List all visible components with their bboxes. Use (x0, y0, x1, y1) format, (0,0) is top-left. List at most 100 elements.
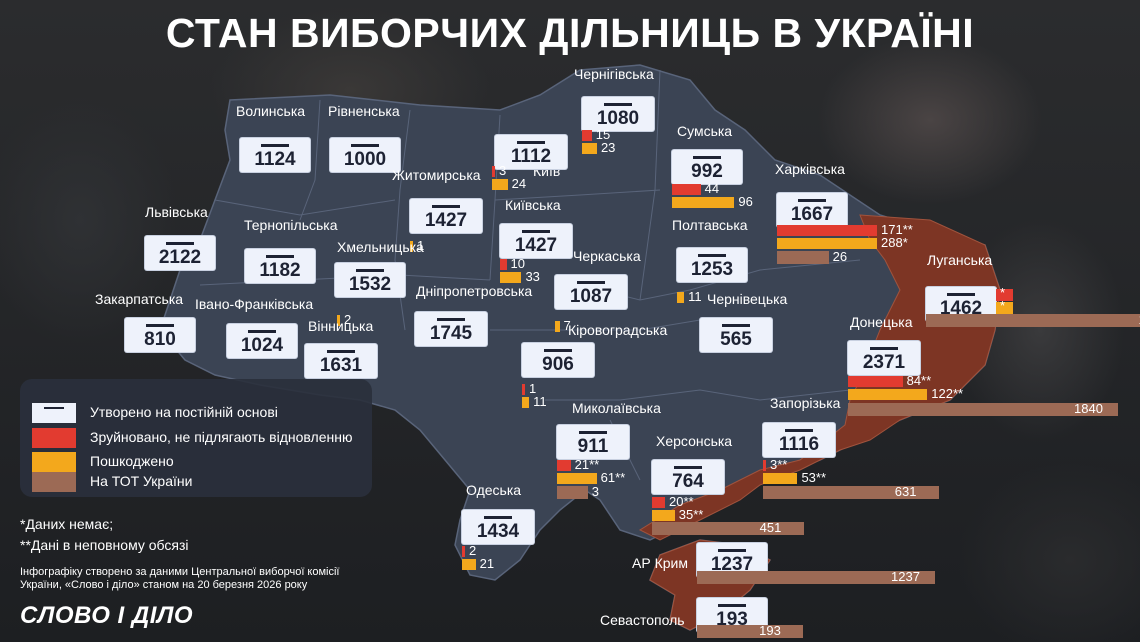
damaged-bar (582, 143, 597, 154)
destroyed-value: 21** (574, 457, 600, 472)
region-name: Запорізька (770, 395, 841, 411)
region-name: Хмельницька (337, 239, 424, 255)
ballot-box-total: 1080 (582, 97, 654, 131)
destroyed-bar (492, 166, 495, 177)
tot-bar (652, 522, 804, 535)
destroyed-value: 1 (529, 381, 537, 396)
ballot-box-total: 1000 (330, 138, 400, 172)
source-note: Інфографіку створено за даними Центральн… (20, 566, 340, 591)
destroyed-bar (652, 497, 665, 508)
region-name: Закарпатська (95, 291, 184, 307)
destroyed-value: 15 (595, 127, 611, 142)
destroyed-value: 44 (704, 181, 720, 196)
damaged-value: 2 (344, 312, 352, 327)
region-name: Київська (505, 197, 561, 213)
region-name: Кіровоградська (568, 322, 668, 338)
ballot-box-total: 1667 (777, 193, 847, 227)
ballot-box-total: 992 (672, 150, 742, 184)
damaged-value: 1 (417, 238, 425, 253)
region-name: Тернопільська (244, 217, 338, 233)
ballot-box-total: 764 (652, 460, 724, 494)
damaged-value: 24 (511, 176, 527, 191)
ballot-box-total: 1182 (245, 249, 315, 283)
region-name: Рівненська (328, 103, 400, 119)
destroyed-bar (777, 225, 877, 236)
region-name: Херсонська (656, 433, 733, 449)
legend-label: Утворено на постійній основі (90, 404, 278, 420)
damaged-bar (555, 321, 560, 332)
ballot-box-total: 565 (700, 318, 772, 352)
region-name: Сумська (677, 123, 733, 139)
damaged-bar (337, 315, 340, 326)
damaged-value: * (1000, 298, 1006, 313)
region-name: Одеська (466, 482, 522, 498)
region-name: Донецька (850, 314, 913, 330)
tot-bar (848, 403, 1118, 416)
damaged-bar (462, 559, 476, 570)
ballot-box-total: 906 (522, 343, 594, 377)
region-name: Дніпропетровська (416, 283, 533, 299)
note-no-data: *Даних немає; (20, 516, 114, 532)
region-name: Чернігівська (574, 66, 654, 82)
region-name: Полтавська (672, 217, 748, 233)
tot-value: 451 (759, 520, 782, 535)
region-name: Харківська (775, 161, 845, 177)
legend-label: Пошкоджено (90, 453, 174, 469)
damaged-value: 21 (479, 556, 495, 571)
destroyed-bar (522, 384, 525, 395)
tot-bar (557, 486, 588, 499)
destroyed-bar (582, 130, 592, 141)
region-name: АР Крим (632, 555, 688, 571)
page-title: СТАН ВИБОРЧИХ ДІЛЬНИЦЬ В УКРАЇНІ (165, 10, 975, 56)
damaged-value: 288* (881, 235, 908, 250)
destroyed-value: 84** (906, 373, 932, 388)
region-name: Івано-Франківська (195, 296, 314, 312)
destroyed-value: * (1000, 285, 1006, 300)
region-name: Вінницька (308, 318, 374, 334)
ballot-box-total: 2371 (848, 341, 920, 375)
ballot-box-icon (32, 403, 76, 423)
damaged-bar (500, 272, 522, 283)
region-name: Черкаська (573, 248, 641, 264)
destroyed-value: 20** (669, 494, 694, 509)
damaged-bar (557, 473, 597, 484)
ballot-box-total: 1427 (410, 199, 482, 233)
damaged-value: 35** (678, 507, 704, 522)
damaged-value: 122** (931, 386, 964, 401)
tot-value: 1237 (891, 569, 920, 584)
tot-value: 193 (759, 623, 781, 638)
damaged-value: 7 (563, 318, 571, 333)
damaged-bar (410, 241, 413, 252)
ballot-box-total: 1116 (763, 423, 835, 457)
ballot-box-total: 1532 (335, 263, 405, 297)
destroyed-bar (763, 460, 766, 471)
damaged-bar (522, 397, 530, 408)
legend-label: Зруйновано, не підлягають відновленню (90, 429, 353, 445)
ballot-box-total: 2122 (145, 236, 215, 270)
damaged-bar (492, 179, 508, 190)
destroyed-bar (848, 376, 903, 387)
ballot-box-total: 1112 (495, 135, 567, 169)
damaged-value: 96 (738, 194, 753, 209)
destroyed-value: 3 (499, 163, 507, 178)
tot-bar (763, 486, 939, 499)
region-name: Чернівецька (707, 291, 788, 307)
ballot-box-total: 1434 (462, 510, 534, 544)
destroyed-bar (500, 259, 507, 270)
ballot-box-total: 1631 (305, 344, 377, 378)
region-name: Миколаївська (572, 400, 661, 416)
ballot-box-total: 1087 (555, 275, 627, 309)
ballot-box-total: 810 (125, 318, 195, 352)
region-name: Житомирська (392, 167, 481, 183)
tot-value: 3 (591, 484, 599, 499)
damaged-bar (848, 389, 928, 400)
legend: Утворено на постійній основі Зруйновано,… (20, 379, 372, 497)
tot-value: 26 (832, 249, 848, 264)
damaged-value: 23 (600, 140, 616, 155)
red-swatch-icon (32, 428, 76, 448)
ballot-box-total: 911 (557, 425, 629, 459)
ballot-box-total: 1427 (500, 224, 572, 258)
destroyed-bar (557, 460, 571, 471)
damaged-value: 53** (801, 470, 827, 485)
destroyed-bar (996, 289, 1013, 301)
